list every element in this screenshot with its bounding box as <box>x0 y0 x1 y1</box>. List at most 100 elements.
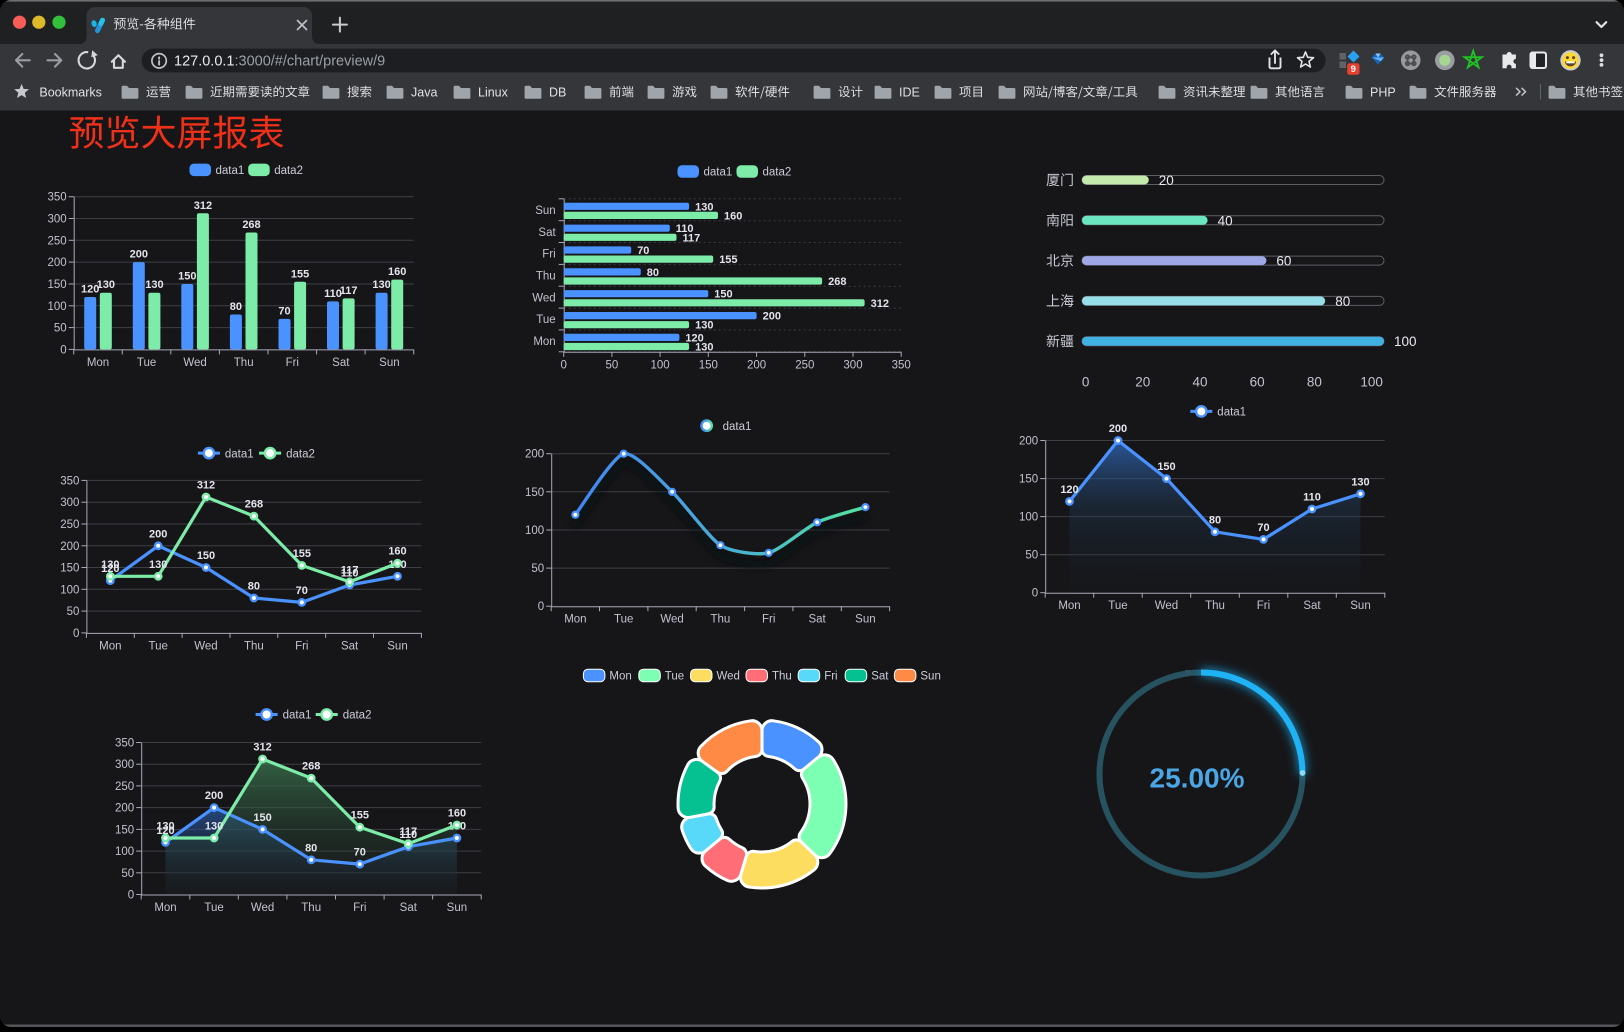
svg-text:70: 70 <box>296 585 308 597</box>
svg-text:130: 130 <box>695 342 713 354</box>
svg-text:data1: data1 <box>225 448 254 460</box>
svg-text:350: 350 <box>60 475 79 487</box>
svg-text:Mon: Mon <box>533 336 555 348</box>
svg-text:150: 150 <box>60 563 79 575</box>
svg-text:Fri: Fri <box>762 614 775 626</box>
svg-text:200: 200 <box>130 249 148 261</box>
svg-text:150: 150 <box>115 824 134 836</box>
svg-text:150: 150 <box>48 279 67 291</box>
svg-text:110: 110 <box>399 829 417 841</box>
svg-text:Sun: Sun <box>1350 600 1370 612</box>
svg-text:Mon: Mon <box>1058 600 1080 612</box>
svg-text:Sun: Sun <box>855 614 875 626</box>
svg-text:160: 160 <box>724 210 742 222</box>
svg-text:70: 70 <box>1257 522 1269 534</box>
svg-text:Sat: Sat <box>871 671 889 683</box>
svg-text:0: 0 <box>73 628 79 640</box>
svg-text:200: 200 <box>1019 436 1038 448</box>
svg-text:Mon: Mon <box>87 357 109 369</box>
svg-text:20: 20 <box>1159 173 1174 188</box>
svg-text:130: 130 <box>372 279 390 291</box>
svg-text:50: 50 <box>531 563 544 575</box>
svg-text:0: 0 <box>538 601 544 613</box>
svg-text:110: 110 <box>676 223 694 235</box>
svg-text:117: 117 <box>341 564 359 576</box>
svg-text:Sat: Sat <box>538 227 556 239</box>
svg-text:200: 200 <box>747 359 766 371</box>
svg-text:Fri: Fri <box>542 249 555 261</box>
svg-text:Sat: Sat <box>332 357 350 369</box>
svg-text:Wed: Wed <box>183 357 206 369</box>
svg-text:120: 120 <box>101 563 119 575</box>
svg-text:data2: data2 <box>343 710 372 722</box>
svg-text:0: 0 <box>1082 375 1090 390</box>
svg-text:Sat: Sat <box>341 640 359 652</box>
svg-text:25.00%: 25.00% <box>1150 763 1245 794</box>
svg-text:150: 150 <box>714 289 732 301</box>
svg-text:Sun: Sun <box>535 205 555 217</box>
svg-text:117: 117 <box>683 232 701 244</box>
svg-text:268: 268 <box>302 761 320 773</box>
svg-text:100: 100 <box>115 846 134 858</box>
svg-text:DB: DB <box>549 85 566 99</box>
svg-text:Thu: Thu <box>244 640 264 652</box>
svg-text:80: 80 <box>1335 294 1350 309</box>
svg-text:268: 268 <box>242 219 260 231</box>
svg-text:155: 155 <box>293 548 311 560</box>
svg-text:Sun: Sun <box>379 357 399 369</box>
svg-text:Sat: Sat <box>400 902 418 914</box>
svg-text:Thu: Thu <box>772 671 792 683</box>
svg-text:Thu: Thu <box>710 614 730 626</box>
svg-text:50: 50 <box>1025 550 1038 562</box>
svg-text:Tue: Tue <box>204 902 223 914</box>
svg-text:Tue: Tue <box>137 357 156 369</box>
svg-text:Fri: Fri <box>353 902 366 914</box>
svg-text:Tue: Tue <box>665 671 684 683</box>
svg-text:data1: data1 <box>723 421 752 433</box>
svg-text:155: 155 <box>719 254 737 266</box>
svg-text:200: 200 <box>525 449 544 461</box>
svg-text:0: 0 <box>1032 588 1038 600</box>
svg-text:Mon: Mon <box>99 640 121 652</box>
svg-text:312: 312 <box>871 298 889 310</box>
svg-text:312: 312 <box>194 200 212 212</box>
svg-text:120: 120 <box>1060 484 1078 496</box>
svg-text:Mon: Mon <box>609 671 631 683</box>
svg-text:200: 200 <box>149 528 167 540</box>
svg-text:Wed: Wed <box>717 671 740 683</box>
svg-text:117: 117 <box>399 826 417 838</box>
svg-text:150: 150 <box>1157 461 1175 473</box>
svg-text:Wed: Wed <box>1155 600 1178 612</box>
svg-text:312: 312 <box>253 742 271 754</box>
svg-text:data1: data1 <box>216 165 245 177</box>
svg-text:100: 100 <box>525 525 544 537</box>
svg-text:130: 130 <box>149 559 167 571</box>
svg-text:350: 350 <box>892 359 911 371</box>
svg-text:70: 70 <box>354 847 366 859</box>
svg-text:300: 300 <box>115 759 134 771</box>
svg-text:Sun: Sun <box>387 640 407 652</box>
svg-text:Wed: Wed <box>660 614 683 626</box>
svg-text:70: 70 <box>637 245 649 257</box>
svg-text:350: 350 <box>115 738 134 750</box>
svg-text:Wed: Wed <box>194 640 217 652</box>
svg-text:Fri: Fri <box>295 640 308 652</box>
svg-text:120: 120 <box>81 284 99 296</box>
svg-text:150: 150 <box>525 487 544 499</box>
svg-text:250: 250 <box>115 781 134 793</box>
svg-text:Wed: Wed <box>251 902 274 914</box>
svg-text:Linux: Linux <box>478 85 509 99</box>
svg-text:120: 120 <box>685 332 703 344</box>
svg-text:60: 60 <box>1250 375 1265 390</box>
svg-text:data1: data1 <box>283 710 312 722</box>
svg-text:130: 130 <box>695 201 713 213</box>
svg-text:Tue: Tue <box>149 640 168 652</box>
svg-text:200: 200 <box>205 790 223 802</box>
svg-text:data2: data2 <box>274 165 303 177</box>
svg-text:50: 50 <box>67 606 80 618</box>
svg-text:60: 60 <box>1276 254 1291 269</box>
svg-text:9: 9 <box>1351 64 1356 75</box>
svg-text:117: 117 <box>340 285 358 297</box>
svg-text:70: 70 <box>278 305 290 317</box>
svg-text:data1: data1 <box>704 167 733 179</box>
